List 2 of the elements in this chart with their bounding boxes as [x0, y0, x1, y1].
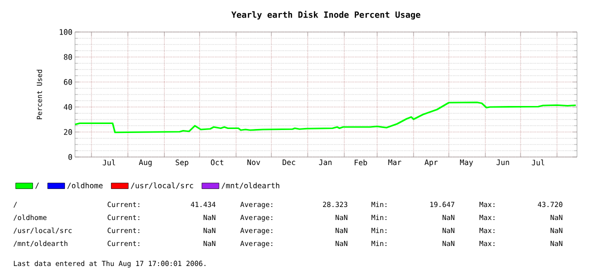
chart-title: Yearly earth Disk Inode Percent Usage	[231, 10, 420, 20]
line-series	[75, 102, 577, 134]
